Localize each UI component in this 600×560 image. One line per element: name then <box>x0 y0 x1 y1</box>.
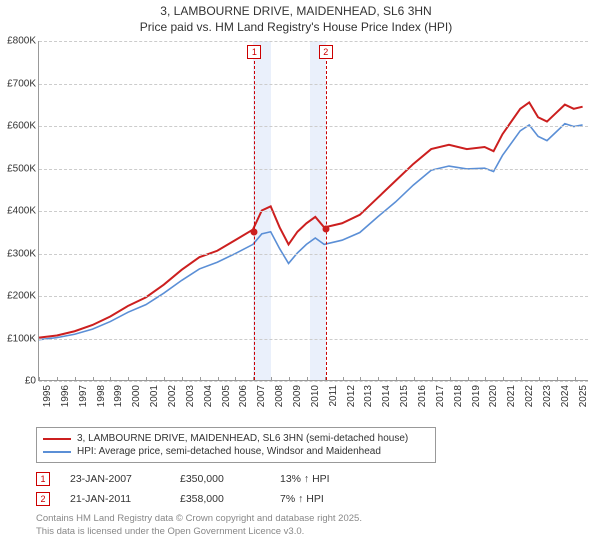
x-tick-label: 2001 <box>149 385 160 407</box>
legend-item: 3, LAMBOURNE DRIVE, MAIDENHEAD, SL6 3HN … <box>43 432 429 445</box>
x-tick-label: 2000 <box>131 385 142 407</box>
y-tick-label: £500K <box>7 163 36 174</box>
legend-swatch <box>43 451 71 453</box>
y-tick-label: £800K <box>7 36 36 47</box>
legend-label: HPI: Average price, semi-detached house,… <box>77 446 381 457</box>
y-tick-label: £200K <box>7 291 36 302</box>
x-tick-label: 2019 <box>471 385 482 407</box>
y-tick-label: £100K <box>7 333 36 344</box>
y-tick-label: £400K <box>7 206 36 217</box>
title-block: 3, LAMBOURNE DRIVE, MAIDENHEAD, SL6 3HN … <box>0 4 592 35</box>
sale-dot <box>322 226 329 233</box>
sale-row: 2 21-JAN-2011 £358,000 7% ↑ HPI <box>36 489 592 509</box>
x-tick-label: 2010 <box>310 385 321 407</box>
x-tick-label: 2008 <box>274 385 285 407</box>
title-line2: Price paid vs. HM Land Registry's House … <box>0 20 592 36</box>
sale-price: £350,000 <box>180 473 260 485</box>
sale-badge: 2 <box>36 492 50 506</box>
x-tick-label: 2007 <box>256 385 267 407</box>
sale-marker: 1 <box>247 45 261 59</box>
x-tick-label: 2020 <box>488 385 499 407</box>
x-tick-label: 1996 <box>60 385 71 407</box>
x-tick-label: 2014 <box>381 385 392 407</box>
x-tick-label: 1998 <box>96 385 107 407</box>
y-tick-label: £300K <box>7 248 36 259</box>
y-tick-label: £0 <box>25 376 36 387</box>
y-axis-labels: £0£100K£200K£300K£400K£500K£600K£700K£80… <box>2 41 38 381</box>
x-tick-label: 2006 <box>238 385 249 407</box>
sale-marker-line <box>254 61 255 380</box>
sale-date: 21-JAN-2011 <box>70 493 160 505</box>
sale-delta: 7% ↑ HPI <box>280 493 360 505</box>
x-tick-label: 2009 <box>292 385 303 407</box>
x-tick-label: 2022 <box>524 385 535 407</box>
sale-delta: 13% ↑ HPI <box>280 473 360 485</box>
sale-price: £358,000 <box>180 493 260 505</box>
legend-label: 3, LAMBOURNE DRIVE, MAIDENHEAD, SL6 3HN … <box>77 433 408 444</box>
x-tick-label: 2002 <box>167 385 178 407</box>
plot-area: 12 <box>38 41 588 381</box>
chart-container: 3, LAMBOURNE DRIVE, MAIDENHEAD, SL6 3HN … <box>0 0 600 542</box>
legend-item: HPI: Average price, semi-detached house,… <box>43 445 429 458</box>
sale-marker: 2 <box>319 45 333 59</box>
x-tick-label: 2012 <box>346 385 357 407</box>
title-line1: 3, LAMBOURNE DRIVE, MAIDENHEAD, SL6 3HN <box>0 4 592 20</box>
x-tick-label: 2003 <box>185 385 196 407</box>
series-hpi <box>39 124 583 340</box>
footer-line1: Contains HM Land Registry data © Crown c… <box>36 513 592 525</box>
legend: 3, LAMBOURNE DRIVE, MAIDENHEAD, SL6 3HN … <box>36 427 436 463</box>
x-tick-label: 2025 <box>578 385 589 407</box>
x-tick-label: 2024 <box>560 385 571 407</box>
x-axis-labels: 1995 1996 1997 1998 1999 2000 2001 2002 2003 2004… <box>38 381 588 421</box>
x-tick-label: 2015 <box>399 385 410 407</box>
sale-badge: 1 <box>36 472 50 486</box>
x-tick-label: 2004 <box>203 385 214 407</box>
footer-line2: This data is licensed under the Open Gov… <box>36 526 592 538</box>
x-tick-label: 2016 <box>417 385 428 407</box>
x-tick-label: 2021 <box>506 385 517 407</box>
chart: £0£100K£200K£300K£400K£500K£600K£700K£80… <box>2 41 592 421</box>
x-tick-label: 2017 <box>435 385 446 407</box>
x-tick-label: 1999 <box>113 385 124 407</box>
sale-dot <box>251 229 258 236</box>
sale-marker-line <box>326 61 327 380</box>
footer: Contains HM Land Registry data © Crown c… <box>36 513 592 538</box>
legend-swatch <box>43 438 71 440</box>
sales-table: 1 23-JAN-2007 £350,000 13% ↑ HPI 2 21-JAN-201… <box>36 469 592 509</box>
sale-date: 23-JAN-2007 <box>70 473 160 485</box>
x-tick-label: 2023 <box>542 385 553 407</box>
x-tick-label: 1997 <box>78 385 89 407</box>
x-tick-label: 2013 <box>363 385 374 407</box>
x-tick-label: 2011 <box>328 385 339 407</box>
x-tick-label: 1995 <box>42 385 53 407</box>
series-price_paid <box>39 103 583 338</box>
y-tick-label: £600K <box>7 121 36 132</box>
sale-row: 1 23-JAN-2007 £350,000 13% ↑ HPI <box>36 469 592 489</box>
y-tick-label: £700K <box>7 78 36 89</box>
x-tick-label: 2018 <box>453 385 464 407</box>
x-tick-label: 2005 <box>221 385 232 407</box>
